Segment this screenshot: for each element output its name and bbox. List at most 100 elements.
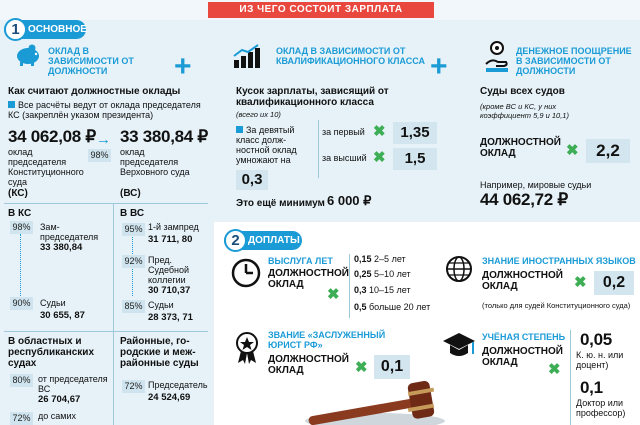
service-rate: 0,5 больше 20 лет [354, 302, 430, 312]
section-2-number: 2 [224, 229, 247, 252]
multiply-icon: ✖ [566, 142, 579, 159]
col2-rule: За девятый класс долж­ностной оклад умно… [236, 125, 316, 165]
multiply-icon: ✖ [355, 359, 368, 376]
col2-highest-val: 1,5 [393, 148, 437, 170]
vs-row-pct: 95% [122, 223, 145, 236]
multiply-icon: ✖ [373, 123, 386, 140]
service-label: ДОЛЖНОСТНОЙ ОКЛАД [268, 268, 349, 290]
col1-title: ОКЛАД В ЗАВИСИМОСТИ ОТ ДОЛЖНОСТИ [48, 46, 134, 76]
section-1-number: 1 [4, 18, 27, 41]
plus-icon: + [430, 50, 448, 83]
col2-desc-small: (всего их 10) [236, 110, 281, 119]
ruble-sign: ₽ [363, 193, 372, 208]
honor-title: ЗВАНИЕ «ЗАСЛУЖЕННЫЙ ЮРИСТ РФ» [268, 330, 386, 350]
service-rate-k: 0,3 [354, 285, 367, 295]
bullet-icon [8, 101, 15, 108]
col2-desc: Кусок зарплаты, зависящий от квалифика­ц… [236, 86, 389, 108]
col3-example: Например, мировые судьи [480, 180, 592, 190]
multiply-icon: ✖ [373, 149, 386, 166]
col2-min-text: Это ещё минимум [236, 198, 325, 209]
multiply-icon: ✖ [548, 361, 561, 378]
ks-row-role: Зам­председателя [40, 222, 99, 242]
district-row-amount: 24 524,69 [148, 392, 191, 403]
lang-val: 0,2 [594, 271, 634, 295]
ks-head: В КС [8, 208, 32, 219]
regional-head: В областных и республикан­ских судах [8, 336, 95, 369]
section-1-header: 1 ОСНОВНОЕ [4, 18, 87, 41]
divider [4, 203, 208, 204]
divider [318, 120, 319, 178]
graduation-cap-icon [443, 333, 475, 356]
section-2-header: 2 ДОПЛАТЫ [224, 229, 302, 252]
gavel-icon [305, 380, 445, 425]
degree-v1: 0,05 [580, 330, 612, 349]
degree-title: УЧЁНАЯ СТЕПЕНЬ [482, 332, 566, 342]
pct-main: 98% [88, 149, 111, 162]
vs-row-role: Пред. Судебной коллегии [148, 255, 190, 285]
col1-note: Все расчёты ведут от оклада председате­л… [8, 100, 203, 120]
regional-row-amount: 26 704,67 [38, 394, 81, 405]
multiply-icon: ✖ [327, 286, 340, 303]
vs-row-amount: 28 373, 71 [148, 312, 193, 323]
regional-row-pct: 72% [10, 412, 33, 425]
regional-row-text: до самих [38, 411, 76, 421]
vs-row-amount: 31 711, 80 [148, 234, 193, 245]
col1-how: Как считают должностные оклады [8, 86, 181, 97]
ks-amount-value: 34 062,08 [8, 127, 81, 146]
lang-note: (только для судей Конституционного суда) [482, 301, 631, 310]
service-rate: 0,25 5–10 лет [354, 269, 411, 279]
service-rate-t: 2–5 лет [374, 254, 406, 264]
ruble-sign: ₽ [85, 127, 96, 146]
service-title: ВЫСЛУГА ЛЕТ [268, 256, 333, 266]
dotted-connector [20, 234, 21, 296]
col2-first-val: 1,35 [393, 122, 437, 144]
service-rate-k: 0,5 [354, 302, 367, 312]
col3-example-amount: 44 062,72 ₽ [480, 190, 568, 210]
ks-row-pct: 90% [10, 297, 33, 310]
regional-row-pct: 80% [10, 374, 33, 387]
col3-title: ДЕНЕЖНОЕ ПООЩРЕНИЕ В ЗАВИСИМОСТИ ОТ ДОЛЖ… [516, 46, 632, 76]
plus-icon: + [174, 50, 192, 83]
col2-first: за первый [322, 127, 365, 137]
service-rate-t: 10–15 лет [369, 285, 411, 295]
vs-row-role: Судьи [148, 300, 174, 310]
clock-icon [231, 258, 261, 288]
lang-label: ДОЛЖНОСТНОЙ ОКЛАД [482, 270, 563, 292]
service-rate: 0,3 10–15 лет [354, 285, 411, 295]
col2-min: 6 000 ₽ [327, 193, 371, 209]
divider [570, 330, 571, 425]
divider [113, 203, 114, 425]
district-row-text: Председатель [148, 380, 208, 390]
multiply-icon: ✖ [574, 274, 587, 291]
ks-row-amount: 33 380,84 [40, 242, 83, 253]
medal-icon [236, 332, 258, 364]
arrow-right-icon: → [96, 131, 111, 148]
ruble-sign: ₽ [197, 127, 208, 146]
section-1-label: ОСНОВНОЕ [28, 24, 87, 35]
degree-v2-note: Доктор или профессор) [576, 398, 626, 418]
lang-title: ЗНАНИЕ ИНОСТРАННЫХ ЯЗЫКОВ [482, 256, 636, 266]
vs-amount: 33 380,84 ₽ [120, 127, 208, 147]
section-2-label: ДОПЛАТЫ [248, 235, 300, 246]
col3-label: ДОЛЖНОСТНОЙ ОКЛАД [480, 137, 561, 159]
page-title: ИЗ ЧЕГО СОСТОИТ ЗАРПЛАТА [208, 2, 434, 18]
service-rate-k: 0,25 [354, 269, 372, 279]
vs-abbr: (ВС) [120, 188, 141, 199]
degree-v2: 0,1 [580, 378, 603, 397]
bullet-icon [236, 126, 243, 133]
divider [4, 331, 208, 332]
ks-desc: оклад председателя Конституционного суда [8, 147, 84, 187]
col1-note-text: Все расчёты ведут от оклада председате­л… [8, 100, 201, 120]
honor-label: ДОЛЖНОСТНОЙ ОКЛАД [268, 354, 349, 376]
col3-head: Суды всех судов [480, 86, 565, 97]
vs-row-role: 1-й зампред [148, 222, 199, 232]
col3-mult: 2,2 [586, 139, 630, 163]
divider [349, 254, 350, 318]
col2-highest: за высший [322, 153, 367, 163]
growth-chart-icon [233, 44, 260, 68]
degree-label: ДОЛЖНОСТНОЙ ОКЛАД [482, 346, 563, 368]
vs-row-pct: 85% [122, 300, 145, 313]
ks-amount: 34 062,08 ₽ [8, 127, 96, 147]
col3-example-value: 44 062,72 [480, 190, 553, 209]
ks-row-role: Судьи [40, 298, 66, 308]
